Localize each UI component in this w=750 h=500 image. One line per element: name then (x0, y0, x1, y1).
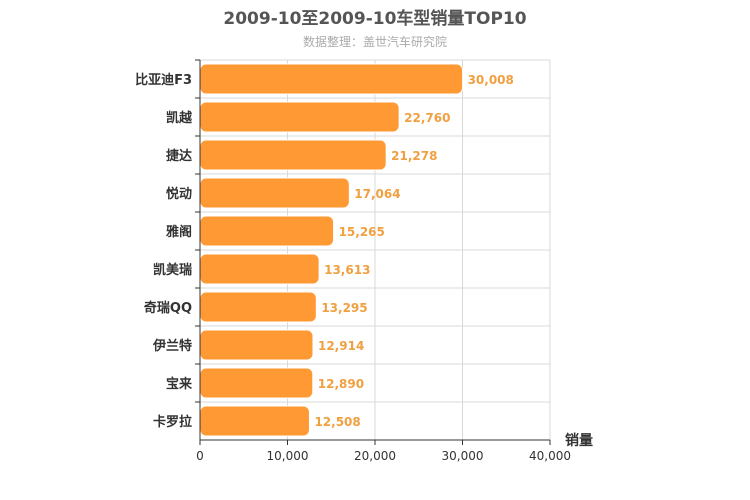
x-tick-label: 40,000 (529, 449, 571, 463)
category-label: 伊兰特 (152, 338, 192, 354)
category-label: 凯越 (166, 110, 193, 126)
category-label: 比亚迪F3 (135, 72, 192, 88)
category-label: 宝来 (166, 376, 193, 392)
x-tick-label: 30,000 (442, 449, 484, 463)
category-label: 奇瑞QQ (144, 300, 192, 316)
bar (199, 139, 387, 171)
category-label: 凯美瑞 (153, 262, 192, 278)
data-label: 12,508 (314, 415, 360, 429)
data-label: 17,064 (354, 187, 400, 201)
data-label: 22,760 (404, 111, 450, 125)
chart-subtitle: 数据整理：盖世汽车研究院 (302, 35, 447, 49)
x-tick-label: 10,000 (267, 449, 309, 463)
bar (199, 253, 320, 285)
data-label: 12,890 (318, 377, 364, 391)
data-label: 15,265 (339, 225, 385, 239)
category-label: 雅阁 (166, 224, 192, 240)
bar (199, 329, 314, 361)
category-label: 捷达 (166, 148, 192, 164)
x-tick-label: 20,000 (354, 449, 396, 463)
x-tick-label: 0 (196, 449, 204, 463)
data-label: 21,278 (391, 149, 437, 163)
category-label: 卡罗拉 (153, 414, 192, 430)
bar (199, 291, 317, 323)
chart-title: 2009-10至2009-10车型销量TOP10 (223, 9, 527, 29)
bar (199, 367, 314, 399)
bar (199, 177, 350, 209)
bar (199, 215, 335, 247)
bar (199, 63, 464, 95)
bar (199, 101, 400, 133)
data-label: 30,008 (468, 73, 514, 87)
data-label: 13,613 (324, 263, 370, 277)
category-label: 悦动 (166, 186, 192, 202)
data-label: 12,914 (318, 339, 364, 353)
x-axis-title: 销量 (565, 432, 593, 449)
bar (199, 405, 310, 437)
data-label: 13,295 (321, 301, 367, 315)
